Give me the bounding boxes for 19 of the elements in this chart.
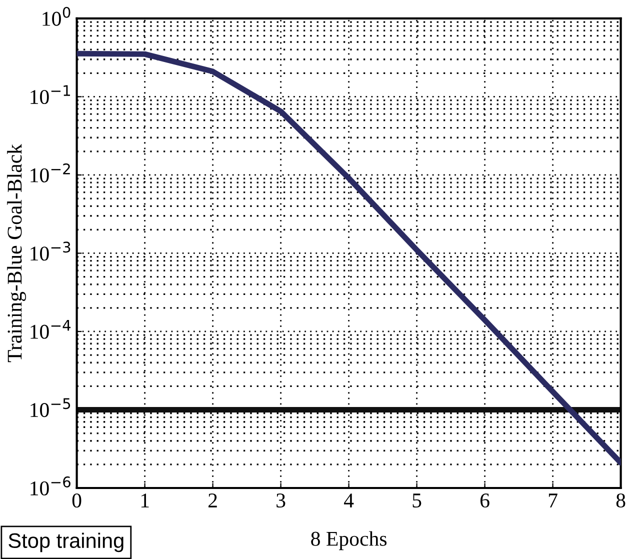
y-tick-label: 10$^{−3}$ — [30, 242, 70, 261]
y-tick-label: 10$^{−5}$ — [30, 398, 70, 418]
x-tick-label: 6 — [480, 494, 490, 508]
x-tick-label: 8 — [616, 493, 626, 508]
x-tick-label: 1 — [141, 494, 149, 508]
y-tick-label: 10$^{−2}$ — [30, 163, 70, 182]
x-tick-label: 7 — [548, 494, 558, 508]
x-tick-label: 0 — [72, 493, 82, 508]
y-tick-label: 10$^{0}$ — [42, 6, 70, 26]
y-tick-label: 10$^{−1}$ — [30, 85, 70, 104]
x-tick-label: 2 — [208, 494, 217, 508]
x-tick-label: 3 — [276, 494, 286, 508]
x-tick-label: 5 — [412, 494, 422, 508]
x-axis-title: 8 Epochs — [311, 531, 387, 550]
y-tick-label: 10$^{−6}$ — [30, 476, 70, 496]
text: Stop training — [8, 532, 124, 552]
y-axis-title: Training-Blue Goal-Black — [7, 144, 26, 362]
x-tick-label: 4 — [344, 494, 354, 508]
y-tick-label: 10$^{−4}$ — [30, 320, 71, 339]
